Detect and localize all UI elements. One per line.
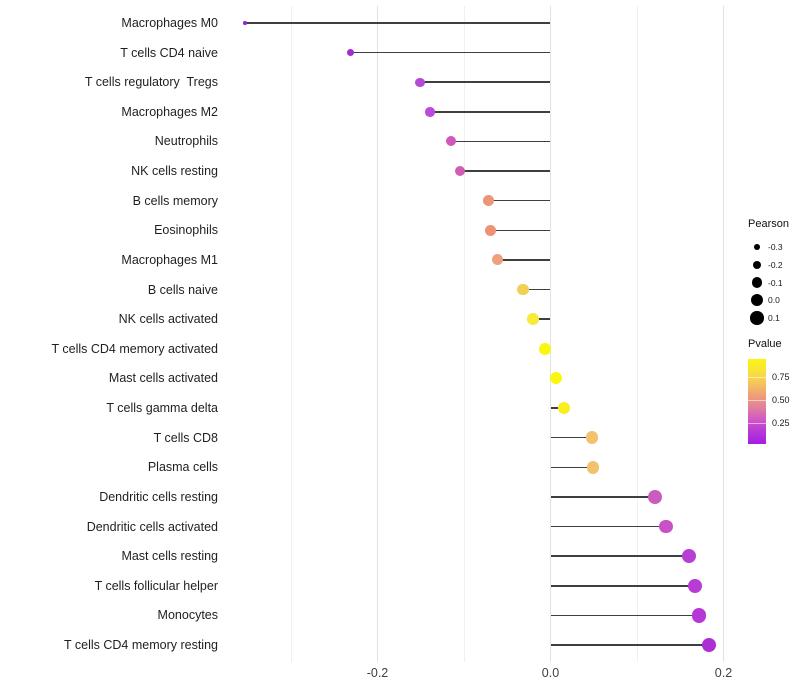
lollipop-stem: [451, 140, 551, 143]
lollipop-dot: [445, 136, 457, 147]
gridline-minor: [290, 6, 292, 662]
lollipop-dot: [482, 195, 494, 207]
lollipop-dot: [517, 283, 529, 296]
lollipop-stem: [550, 496, 656, 498]
legend-size-dot: [752, 260, 762, 269]
legend-size-label: -0.1: [768, 277, 783, 288]
colorbar-label: 0.75: [772, 372, 790, 383]
colorbar-label: 0.25: [772, 418, 790, 429]
legend-size-dot: [750, 311, 764, 325]
row-label: T cells CD4 naive: [120, 45, 218, 60]
x-tick-label: -0.2: [366, 666, 389, 680]
gridline-major: [377, 6, 378, 662]
lollipop-dot: [586, 460, 600, 474]
lollipop-dot: [659, 519, 674, 534]
row-label: T cells CD4 memory resting: [64, 638, 218, 653]
lollipop-dot: [648, 490, 663, 504]
colorbar-label: 0.50: [772, 395, 790, 406]
legend-size-label: 0.0: [768, 295, 780, 306]
row-label: T cells CD8: [153, 430, 218, 445]
lollipop-stem: [550, 614, 700, 617]
row-label: T cells regulatory Tregs: [84, 75, 218, 90]
row-label: Macrophages M0: [121, 16, 218, 30]
gridline-major: [723, 6, 724, 662]
legend-pearson-title: Pearson: [748, 218, 789, 230]
row-label: Plasma cells: [147, 460, 218, 475]
lollipop-stem: [497, 259, 551, 261]
row-label: Mast cells resting: [121, 549, 218, 564]
lollipop-dot: [527, 313, 540, 326]
row-label: T cells follicular helper: [94, 578, 218, 593]
row-label: Monocytes: [157, 608, 218, 623]
x-tick-label: 0.0: [541, 666, 560, 680]
lollipop-stem: [533, 318, 551, 320]
lollipop-dot: [346, 48, 355, 57]
legend-size-label: -0.3: [768, 242, 783, 252]
gridline-minor: [636, 6, 638, 662]
lollipop-stem: [522, 288, 551, 291]
row-label: NK cells activated: [118, 312, 218, 327]
row-label: Neutrophils: [154, 134, 218, 149]
lollipop-dot: [539, 342, 552, 355]
colorbar-tick: [748, 423, 766, 425]
lollipop-dot: [549, 372, 562, 385]
legend-pvalue-title: Pvalue: [748, 338, 782, 350]
legend-size-label: -0.2: [768, 259, 783, 270]
legend-size-dot: [754, 244, 760, 250]
legend-size-dot: [750, 294, 763, 307]
lollipop-stem: [245, 22, 551, 24]
lollipop-stem: [550, 466, 593, 469]
lollipop-stem: [550, 436, 593, 439]
gridline-minor: [463, 6, 465, 662]
colorbar-tick: [748, 400, 766, 402]
gridline-major: [550, 6, 551, 662]
lollipop-dot: [415, 77, 425, 87]
row-label: Macrophages M2: [121, 104, 218, 119]
pvalue-colorbar: [748, 359, 766, 444]
lollipop-stem: [459, 170, 551, 172]
lollipop-dot: [485, 224, 497, 236]
row-label: T cells CD4 memory activated: [51, 341, 219, 356]
lollipop-dot: [454, 165, 465, 177]
lollipop-dot: [243, 21, 247, 25]
lollipop-dot: [558, 401, 571, 415]
row-label: B cells naive: [147, 282, 218, 297]
lollipop-stem: [550, 407, 565, 409]
x-tick-label: 0.2: [714, 666, 733, 680]
row-label: T cells gamma delta: [106, 401, 218, 416]
lollipop-stem: [488, 199, 551, 202]
legend-size-dot: [751, 277, 763, 288]
lollipop-dot: [692, 608, 707, 623]
row-label: Macrophages M1: [121, 252, 218, 267]
lollipop-stem: [550, 585, 695, 587]
legend-size-label: 0.1: [768, 313, 780, 324]
lollipop-stem: [550, 555, 689, 557]
lollipop-dot: [425, 107, 436, 117]
lollipop-dot: [492, 254, 504, 266]
row-label: Mast cells activated: [108, 371, 218, 386]
lollipop-stem: [490, 229, 551, 232]
row-label: Eosinophils: [154, 223, 218, 238]
row-label: Dendritic cells resting: [99, 489, 218, 504]
lollipop-stem: [550, 644, 709, 646]
lollipop-stem: [350, 51, 551, 54]
lollipop-dot: [585, 431, 599, 445]
colorbar-tick: [748, 377, 766, 379]
row-label: B cells memory: [132, 193, 218, 208]
lollipop-stem: [550, 525, 667, 528]
row-label: Dendritic cells activated: [86, 519, 218, 534]
lollipop-stem: [419, 81, 551, 83]
lollipop-dot: [701, 637, 717, 653]
lollipop-dot: [681, 549, 697, 564]
lollipop-dot: [687, 578, 703, 593]
lollipop-stem: [430, 111, 551, 113]
row-label: NK cells resting: [131, 164, 218, 179]
